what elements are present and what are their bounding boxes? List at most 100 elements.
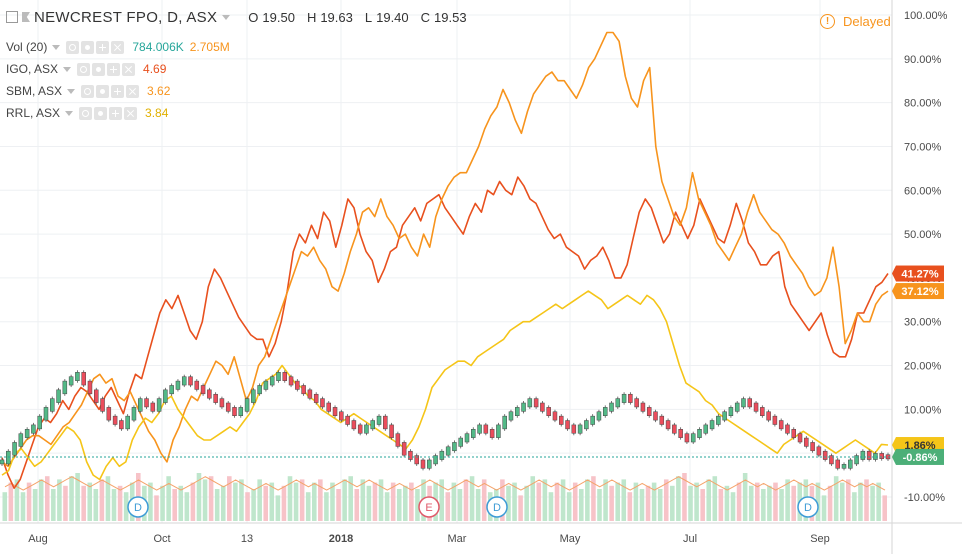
volume-bar xyxy=(457,489,463,521)
study-label[interactable]: RRL, ASX xyxy=(6,106,61,120)
candle-body xyxy=(257,385,262,395)
volume-bar xyxy=(51,489,56,521)
candle-body xyxy=(357,424,363,434)
volume-bar xyxy=(754,482,760,521)
candle-body xyxy=(238,407,244,416)
candle-body xyxy=(276,372,281,381)
volume-bar xyxy=(718,489,724,521)
volume-bar xyxy=(712,476,718,521)
study-menu-chevron-icon[interactable] xyxy=(63,66,72,72)
candle-body xyxy=(571,424,577,434)
volume-bar xyxy=(2,492,8,521)
event-marker-dividend[interactable] xyxy=(797,496,819,518)
x-tick-label: Oct xyxy=(153,533,170,545)
plus-icon[interactable] xyxy=(107,62,121,76)
volume-bar xyxy=(99,479,105,521)
gear-icon[interactable] xyxy=(92,62,106,76)
event-marker-earnings[interactable] xyxy=(418,496,440,518)
last-value-badges: 41.27%37.12%1.86%-0.86% xyxy=(892,265,944,465)
study-igo-legend: IGO, ASX 4.69 xyxy=(6,60,166,78)
candle-body xyxy=(866,450,872,460)
price-axis[interactable]: 100.00%90.00%80.00%70.00%60.00%50.00%40.… xyxy=(904,10,948,504)
volume-bar xyxy=(166,476,171,521)
candle-body xyxy=(854,455,859,465)
study-label[interactable]: IGO, ASX xyxy=(6,62,59,76)
candle-body xyxy=(332,407,338,416)
candle-body xyxy=(75,372,80,381)
candle-body xyxy=(445,446,451,456)
volume-bar xyxy=(354,489,360,521)
candle-body xyxy=(546,407,551,416)
plus-icon[interactable] xyxy=(96,40,110,54)
eye-icon[interactable] xyxy=(77,62,91,76)
symbol-menu-chevron-icon[interactable] xyxy=(222,14,231,20)
event-marker-dividend[interactable] xyxy=(127,496,149,518)
flag-icon[interactable] xyxy=(22,12,30,22)
gear-icon[interactable] xyxy=(94,106,108,120)
collapse-legend-icon[interactable] xyxy=(6,11,18,23)
close-icon[interactable] xyxy=(126,84,140,98)
volume-bar xyxy=(281,485,287,521)
volume-bar xyxy=(63,485,68,521)
candle-body xyxy=(0,459,5,465)
close-icon[interactable] xyxy=(124,106,138,120)
candle-body xyxy=(81,372,86,386)
eye-icon[interactable] xyxy=(81,84,95,98)
volume-bar xyxy=(20,492,26,521)
candle-body xyxy=(31,424,36,434)
last-value-label: 41.27% xyxy=(901,269,939,281)
candle-body xyxy=(496,424,501,438)
symbol-title[interactable]: NEWCREST FPO, D, ASX xyxy=(34,8,218,26)
event-marker-dividend[interactable] xyxy=(486,496,508,518)
candle-body xyxy=(690,433,696,443)
study-menu-chevron-icon[interactable] xyxy=(65,110,74,116)
volume-bar xyxy=(439,479,444,521)
volume-bar xyxy=(378,479,384,521)
eye-icon[interactable] xyxy=(79,106,93,120)
volume-bar xyxy=(779,489,784,521)
candle-body xyxy=(621,393,627,403)
time-axis[interactable]: Aug Oct 13 2018 Mar May Jul Sep xyxy=(28,533,830,545)
volume-bar xyxy=(214,489,220,521)
volume-bar xyxy=(372,482,378,521)
candle-body xyxy=(420,459,426,469)
event-marker-letter: D xyxy=(134,502,142,514)
plus-icon[interactable] xyxy=(109,106,123,120)
gear-icon[interactable] xyxy=(96,84,110,98)
candle-body xyxy=(810,442,815,452)
volume-bar xyxy=(833,476,839,521)
volume-bar xyxy=(773,482,778,521)
plus-icon[interactable] xyxy=(111,84,125,98)
volume-bar xyxy=(554,482,560,521)
close-icon[interactable] xyxy=(111,40,125,54)
delayed-indicator[interactable]: ! Delayed xyxy=(820,14,891,29)
study-label[interactable]: SBM, ASX xyxy=(6,84,63,98)
volume-bar xyxy=(69,476,74,521)
candle-body xyxy=(106,407,112,421)
candle-body xyxy=(169,385,174,395)
study-label[interactable]: Vol (20) xyxy=(6,40,48,54)
volume-bar xyxy=(14,479,20,521)
volume-bar xyxy=(572,482,578,521)
study-menu-chevron-icon[interactable] xyxy=(52,44,61,50)
open-value: 19.50 xyxy=(262,9,295,25)
volume-bar xyxy=(336,489,341,521)
candle-body xyxy=(804,437,809,447)
candle-body xyxy=(615,398,621,408)
volume-bar xyxy=(178,485,184,521)
eye-icon[interactable] xyxy=(66,40,80,54)
volume-bar xyxy=(463,479,469,521)
volume-bar xyxy=(184,492,190,521)
study-menu-chevron-icon[interactable] xyxy=(67,88,76,94)
volume-bar xyxy=(846,479,851,521)
last-value-badge-pointer xyxy=(892,437,896,454)
volume-bar xyxy=(293,482,299,521)
candle-body xyxy=(207,389,212,399)
volume-bar xyxy=(220,485,226,521)
volume-bar xyxy=(384,492,390,521)
gear-icon[interactable] xyxy=(81,40,95,54)
close-icon[interactable] xyxy=(122,62,136,76)
candle-body xyxy=(94,389,99,403)
